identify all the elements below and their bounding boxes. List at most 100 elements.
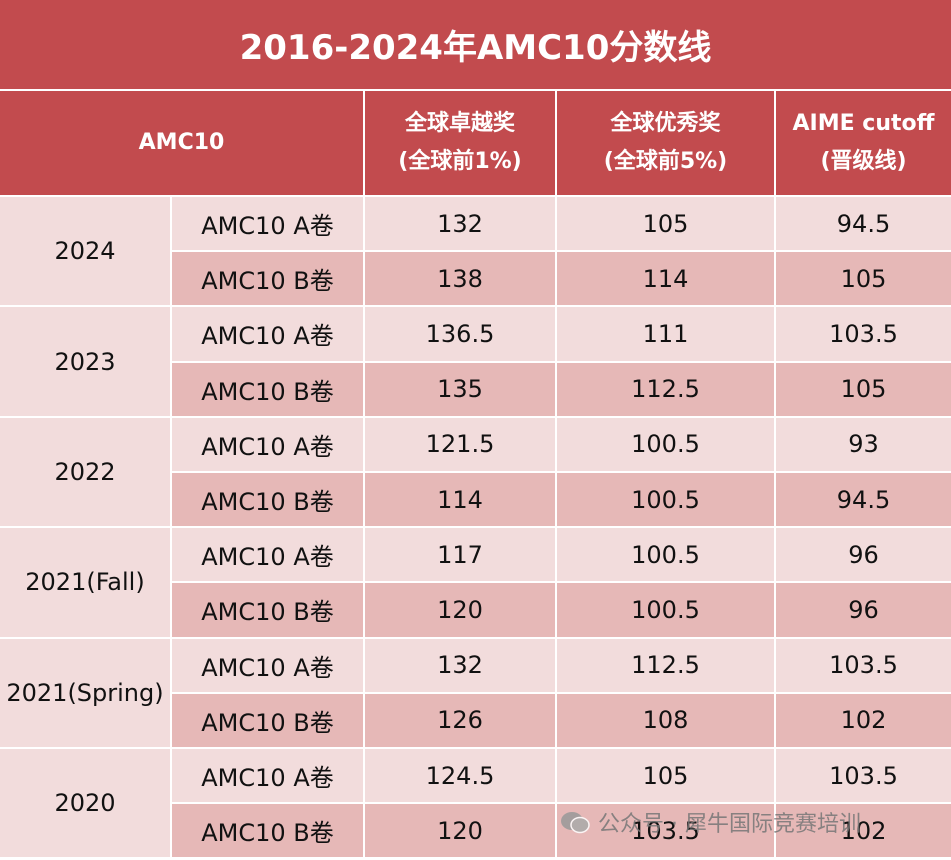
score-cell: 117 [365, 528, 555, 582]
score-value: 93 [848, 430, 879, 459]
year-cell: 2022 [0, 417, 170, 527]
score-cell: 103.5 [776, 749, 951, 803]
header-text: AMC10 [138, 130, 225, 155]
score-cell: 96 [776, 528, 951, 582]
year-label: 2021(Spring) [6, 678, 164, 707]
score-value: 94.5 [836, 209, 891, 238]
paper-label: AMC10 A卷 [201, 543, 334, 572]
header-line: 全球卓越奖 [404, 111, 515, 136]
paper-cell: AMC10 A卷 [172, 749, 363, 803]
score-value: 138 [437, 264, 483, 293]
paper-cell: AMC10 A卷 [172, 528, 363, 582]
year-label: 2021(Fall) [25, 568, 145, 597]
paper-cell: AMC10 B卷 [172, 583, 363, 637]
score-cell: 124.5 [365, 749, 555, 803]
score-cell: 103.5 [557, 804, 774, 858]
score-value: 100.5 [631, 595, 700, 624]
score-cell: 94.5 [776, 197, 951, 251]
header-line: 全球优秀奖 [610, 111, 721, 136]
score-value: 136.5 [425, 319, 495, 348]
paper-label: AMC10 B卷 [201, 267, 334, 296]
score-value: 111 [642, 319, 689, 348]
score-value: 94.5 [836, 485, 891, 514]
year-label: 2020 [54, 789, 116, 818]
year-cell: 2021(Spring) [0, 638, 170, 747]
score-cell: 105 [557, 197, 774, 251]
paper-label: AMC10 A卷 [201, 212, 334, 241]
score-value: 96 [848, 540, 879, 569]
score-cell: 100.5 [557, 583, 774, 637]
paper-cell: AMC10 A卷 [172, 197, 363, 251]
paper-label: AMC10 B卷 [201, 598, 334, 627]
score-value: 96 [848, 595, 879, 624]
score-value: 103.5 [829, 761, 898, 790]
score-cell: 103.5 [776, 307, 951, 361]
score-value: 124.5 [425, 761, 495, 790]
score-value: 103.5 [631, 816, 700, 845]
score-value: 132 [437, 651, 483, 680]
paper-cell: AMC10 B卷 [172, 473, 363, 527]
score-cell: 103.5 [776, 638, 951, 692]
watermark-text: 公众号 · 犀牛国际竞赛培训 [598, 812, 861, 837]
paper-label: AMC10 A卷 [201, 432, 334, 461]
score-value: 114 [437, 485, 483, 514]
score-value: 100.5 [631, 540, 700, 569]
score-cell: 102 [776, 804, 951, 858]
year-cell: 2021(Fall) [0, 528, 170, 637]
paper-label: AMC10 B卷 [201, 488, 334, 517]
score-cell: 132 [365, 638, 555, 692]
paper-cell: AMC10 B卷 [172, 252, 363, 306]
score-cell: 112.5 [557, 362, 774, 416]
score-cell: 102 [776, 693, 951, 747]
header-line: (晋级线) [820, 149, 907, 174]
score-value: 103.5 [829, 319, 898, 348]
score-value: 100.5 [631, 485, 700, 514]
score-value: 132 [437, 209, 483, 238]
score-cell: 126 [365, 693, 555, 747]
score-cell: 120 [365, 583, 555, 637]
watermark-icon [561, 812, 590, 834]
year-label: 2022 [54, 457, 116, 486]
column-header: AIME cutoff (晋级线) [776, 91, 951, 195]
paper-cell: AMC10 A卷 [172, 307, 363, 361]
score-cell: 93 [776, 417, 951, 471]
score-cell: 135 [365, 362, 555, 416]
year-cell: 2023 [0, 307, 170, 416]
header-line: (全球前5%) [603, 149, 728, 174]
score-value: 103.5 [829, 651, 898, 680]
year-cell: 2020 [0, 749, 170, 858]
column-header: 全球卓越奖 (全球前1%) [365, 91, 555, 195]
score-cell: 105 [557, 749, 774, 803]
score-value: 105 [840, 264, 887, 293]
score-cell: 105 [776, 252, 951, 306]
paper-cell: AMC10 B卷 [172, 693, 363, 747]
score-value: 121.5 [425, 430, 495, 459]
watermark: 公众号 · 犀牛国际竞赛培训 [560, 806, 861, 838]
header-line: AIME cutoff [792, 111, 935, 136]
score-value: 102 [840, 816, 887, 845]
paper-cell: AMC10 A卷 [172, 417, 363, 471]
score-cell: 94.5 [776, 473, 951, 527]
table-title: 2016-2024年AMC10分数线 [0, 0, 951, 89]
score-cell: 100.5 [557, 473, 774, 527]
score-cell: 114 [557, 252, 774, 306]
score-cell: 114 [365, 473, 555, 527]
score-value: 105 [642, 761, 689, 790]
score-cell: 132 [365, 197, 555, 251]
score-cell: 108 [557, 693, 774, 747]
paper-label: AMC10 A卷 [201, 653, 334, 682]
score-cell: 136.5 [365, 307, 555, 361]
score-value: 105 [840, 375, 887, 404]
score-cell: 100.5 [557, 417, 774, 471]
score-cell: 138 [365, 252, 555, 306]
score-value: 114 [642, 264, 689, 293]
score-value: 120 [437, 595, 483, 624]
paper-cell: AMC10 B卷 [172, 804, 363, 858]
score-value: 112.5 [631, 375, 700, 404]
score-value: 100.5 [631, 430, 700, 459]
score-cell: 120 [365, 804, 555, 858]
column-header: 全球优秀奖 (全球前5%) [557, 91, 774, 195]
paper-label: AMC10 A卷 [201, 764, 334, 793]
score-value: 102 [840, 706, 887, 735]
